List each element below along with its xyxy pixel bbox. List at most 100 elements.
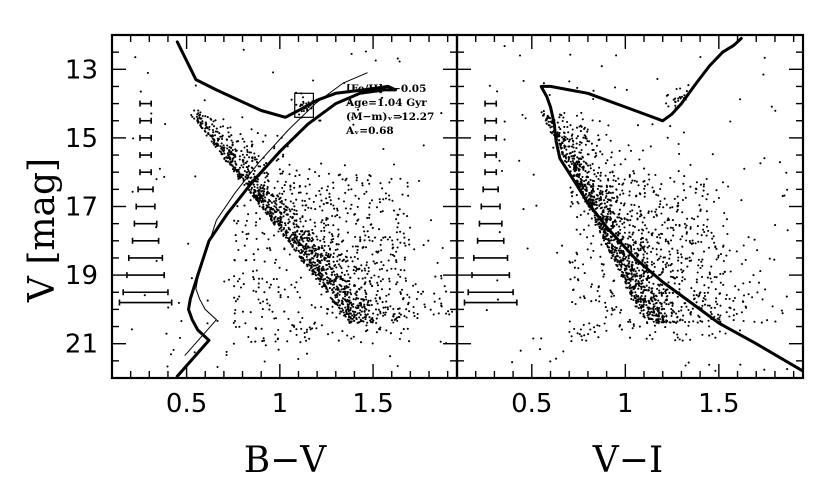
bv-star-point	[386, 308, 389, 311]
bv-star-point	[348, 316, 351, 319]
vi-star-point	[577, 160, 580, 163]
vi-star-point	[713, 306, 716, 309]
bv-star-point	[297, 357, 300, 361]
vi-star-point	[561, 151, 564, 154]
vi-star-point	[660, 305, 663, 308]
bv-star-point	[346, 279, 349, 283]
vi-star-point	[576, 175, 580, 178]
vi-star-point	[607, 124, 610, 127]
bv-star-point	[295, 225, 298, 228]
vi-star-point	[631, 327, 634, 330]
vi-star-point	[622, 274, 625, 277]
bv-star-point	[201, 122, 204, 125]
vi-star-point	[672, 331, 675, 334]
bv-star-point	[330, 280, 333, 283]
bv-star-point	[214, 119, 217, 122]
vi-star-point	[577, 169, 580, 172]
vi-star-point	[722, 245, 725, 248]
bv-star-point	[193, 351, 196, 354]
vi-clump-star	[679, 97, 682, 100]
vi-star-point	[618, 249, 621, 252]
vi-star-point	[613, 163, 616, 167]
vi-star-point	[643, 286, 646, 289]
bv-star-point	[251, 194, 254, 198]
bv-star-point	[263, 291, 266, 294]
vi-star-point	[586, 171, 589, 174]
vi-star-point	[744, 258, 747, 261]
vi-star-point	[653, 265, 656, 269]
bv-star-point	[284, 208, 287, 211]
bv-star-point	[350, 203, 353, 206]
bv-star-point	[243, 156, 246, 159]
bv-star-point	[304, 245, 307, 248]
vi-star-point	[590, 142, 593, 145]
vi-star-point	[663, 315, 666, 318]
vi-star-point	[695, 188, 698, 191]
bv-star-point	[398, 60, 401, 63]
vi-star-point	[696, 225, 699, 228]
bv-star-point	[253, 194, 256, 197]
vi-star-point	[547, 120, 550, 123]
vi-star-point	[500, 169, 504, 173]
vi-star-point	[606, 201, 609, 204]
bv-star-point	[315, 235, 318, 238]
vi-star-point	[676, 316, 679, 319]
bv-star-point	[261, 308, 264, 311]
vi-star-point	[627, 237, 630, 240]
bv-star-point	[312, 261, 315, 264]
bv-star-point	[277, 328, 280, 332]
bv-star-point	[392, 315, 395, 318]
bv-star-point	[261, 277, 264, 280]
bv-star-point	[325, 286, 328, 289]
bv-star-point	[286, 236, 289, 240]
bv-star-point	[293, 286, 296, 289]
vi-star-point	[567, 164, 571, 167]
bv-star-point	[381, 187, 384, 190]
vi-star-point	[648, 276, 651, 280]
bv-star-point	[338, 312, 341, 315]
bv-star-point	[332, 181, 335, 184]
bv-star-point	[354, 266, 357, 269]
bv-star-point	[360, 269, 364, 272]
bv-star-point	[305, 192, 308, 195]
bv-star-point	[256, 180, 259, 183]
vi-star-point	[636, 254, 639, 257]
vi-star-point	[713, 241, 716, 244]
vi-star-point	[604, 174, 607, 177]
bv-star-point	[328, 192, 331, 195]
bv-star-point	[278, 222, 281, 225]
bv-star-point	[368, 304, 371, 307]
bv-star-point	[272, 71, 275, 74]
vi-star-point	[580, 179, 583, 182]
vi-star-point	[584, 161, 587, 164]
vi-star-point	[737, 288, 740, 291]
bv-star-point	[258, 194, 261, 197]
vi-star-point	[503, 120, 506, 123]
vi-star-point	[596, 223, 599, 226]
vi-star-point	[568, 138, 572, 141]
vi-star-point	[639, 213, 643, 216]
vi-star-point	[626, 276, 629, 279]
bv-star-point	[227, 278, 231, 281]
vi-star-point	[699, 291, 702, 294]
bv-star-point	[257, 154, 260, 158]
vi-star-point	[677, 310, 680, 313]
vi-star-point	[648, 300, 651, 303]
bv-star-point	[387, 293, 390, 296]
vi-star-point	[599, 179, 602, 182]
bv-star-point	[303, 258, 306, 262]
vi-star-point	[641, 269, 644, 272]
vi-star-point	[655, 253, 658, 256]
bv-star-point	[249, 311, 252, 314]
bv-star-point	[273, 220, 276, 223]
vi-star-point	[610, 257, 613, 260]
vi-star-point	[682, 182, 685, 185]
bv-star-point	[343, 273, 346, 277]
vi-star-point	[624, 276, 627, 279]
bv-star-point	[326, 267, 329, 270]
bv-star-point	[194, 175, 197, 178]
vi-star-point	[591, 195, 594, 198]
bv-star-point	[332, 224, 335, 227]
bv-star-point	[252, 172, 255, 176]
vi-star-point	[610, 307, 614, 310]
